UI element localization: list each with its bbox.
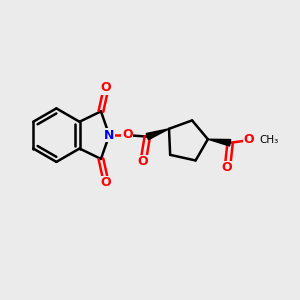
Polygon shape: [146, 129, 169, 140]
Text: CH₃: CH₃: [260, 135, 279, 145]
Text: N: N: [104, 129, 115, 142]
Text: O: O: [138, 155, 148, 168]
Text: O: O: [100, 81, 111, 94]
Polygon shape: [208, 139, 231, 146]
Text: O: O: [100, 176, 111, 189]
Text: O: O: [222, 161, 232, 174]
Text: O: O: [243, 133, 254, 146]
Text: O: O: [122, 128, 133, 141]
